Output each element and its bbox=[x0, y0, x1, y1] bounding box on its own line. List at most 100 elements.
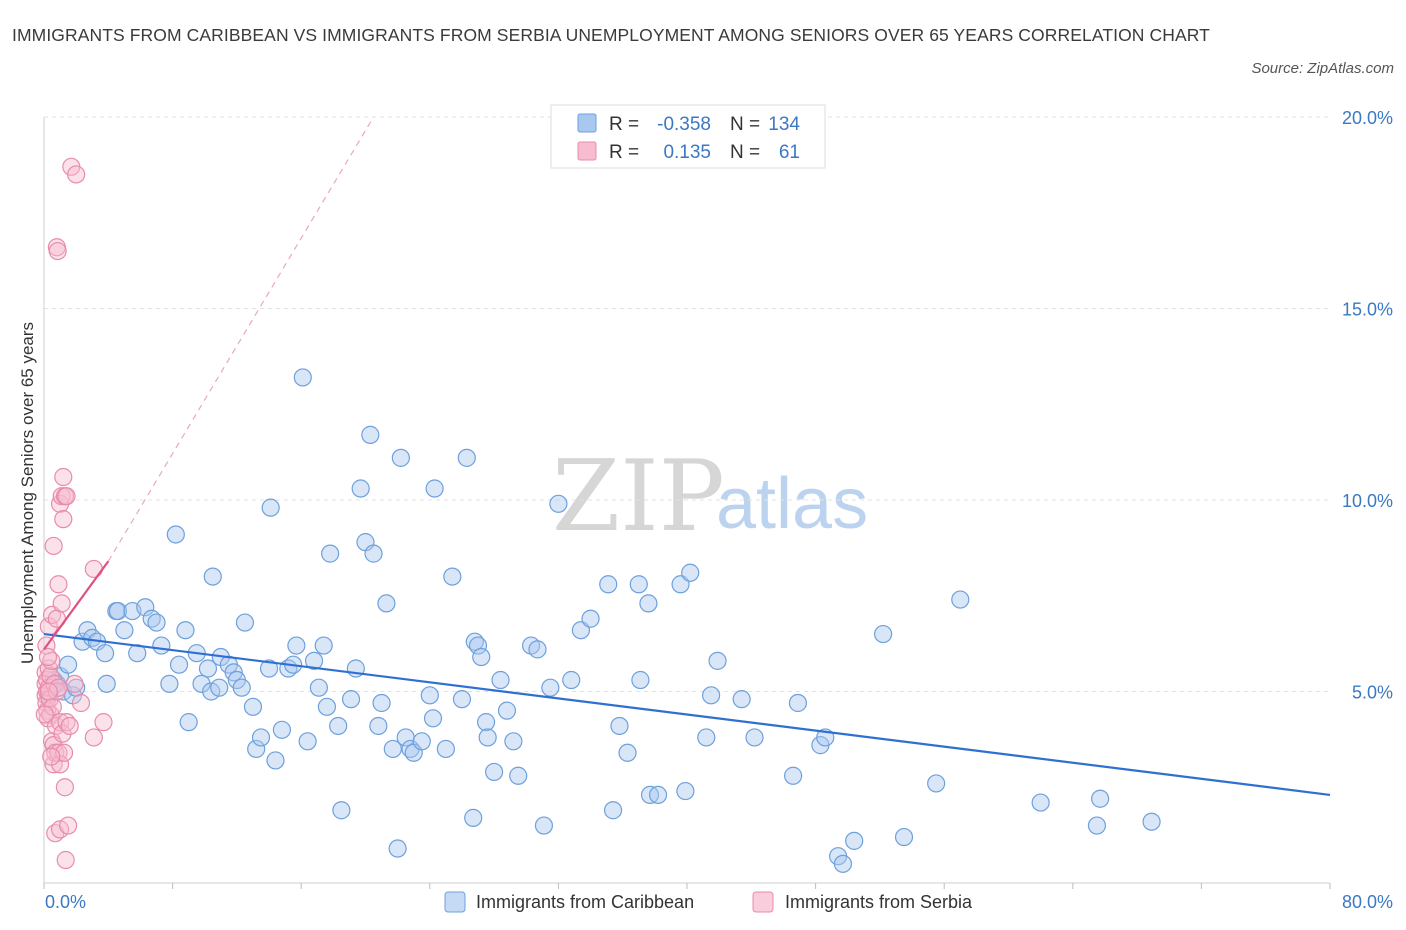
scatter-point bbox=[534, 816, 554, 835]
scatter-point bbox=[697, 728, 716, 747]
legend-r-label: R = bbox=[609, 114, 639, 135]
x-tick-label-min: 0.0% bbox=[45, 892, 86, 912]
scatter-point bbox=[391, 448, 410, 467]
scatter-point bbox=[845, 831, 864, 850]
scatter-point bbox=[179, 713, 198, 732]
scatter-point bbox=[618, 743, 637, 762]
scatter-point bbox=[425, 479, 444, 498]
scatter-point bbox=[49, 575, 68, 594]
scatter-point bbox=[581, 609, 600, 628]
scatter-point bbox=[562, 670, 581, 690]
scatter-point bbox=[788, 693, 808, 713]
scatter-point bbox=[39, 682, 58, 701]
x-axis-ticks bbox=[43, 883, 1331, 889]
scatter-point bbox=[361, 425, 380, 444]
scatter-point bbox=[732, 690, 751, 709]
trend-line-caribbean bbox=[43, 632, 1331, 797]
y-tick-label: 20.0% bbox=[1342, 108, 1393, 128]
source-note: Source: ZipAtlas.com bbox=[1251, 60, 1394, 77]
x-tick-label-max: 80.0% bbox=[1342, 892, 1393, 912]
trend-extension-serbia bbox=[107, 116, 375, 562]
scatter-point bbox=[136, 598, 155, 617]
scatter-point bbox=[67, 165, 86, 184]
bottom-legend-swatch-caribbean bbox=[444, 891, 466, 913]
y-tick-label: 15.0% bbox=[1342, 300, 1393, 320]
scatter-point bbox=[232, 678, 251, 697]
scatter-point bbox=[44, 536, 63, 556]
legend-n-value-serbia: 61 bbox=[779, 142, 800, 163]
scatter-point bbox=[166, 525, 185, 544]
scatter-point bbox=[84, 559, 103, 579]
scatter-point bbox=[147, 613, 166, 632]
scatter-point bbox=[97, 674, 116, 693]
scatter-point bbox=[94, 713, 113, 732]
scatter-point bbox=[468, 636, 488, 655]
scatter-point bbox=[54, 510, 73, 529]
scatter-point bbox=[50, 713, 70, 732]
scatter-point bbox=[115, 621, 134, 640]
scatter-point bbox=[42, 747, 61, 766]
legend-swatch-caribbean bbox=[577, 113, 597, 133]
scatter-point bbox=[169, 655, 189, 674]
scatter-point bbox=[53, 724, 72, 743]
scatter-point bbox=[351, 479, 370, 498]
scatter-point bbox=[261, 498, 280, 517]
scatter-point bbox=[95, 644, 115, 663]
gridlines bbox=[44, 116, 1330, 692]
scatter-point bbox=[59, 816, 78, 835]
scatter-point bbox=[317, 697, 337, 716]
scatter-point bbox=[610, 716, 629, 736]
scatter-point bbox=[472, 647, 491, 667]
scatter-point bbox=[491, 670, 510, 690]
scatter-point bbox=[247, 739, 266, 759]
scatter-point bbox=[599, 575, 618, 594]
scatter-point bbox=[377, 594, 396, 613]
scatter-point bbox=[84, 728, 103, 747]
scatter-point bbox=[436, 739, 455, 759]
chart-title: IMMIGRANTS FROM CARIBBEAN VS IMMIGRANTS … bbox=[12, 25, 1210, 45]
scatter-point bbox=[152, 636, 171, 655]
scatter-point bbox=[108, 601, 128, 621]
legend-box bbox=[550, 104, 826, 169]
scatter-point bbox=[497, 701, 517, 720]
y-tick-labels: 5.0% 10.0% 15.0% 20.0% bbox=[1342, 108, 1393, 703]
scatter-point bbox=[485, 762, 504, 782]
scatter-point bbox=[681, 563, 700, 582]
scatter-point bbox=[457, 448, 476, 467]
scatter-point bbox=[56, 850, 75, 870]
scatter-point bbox=[702, 686, 721, 705]
scatter-point bbox=[452, 690, 472, 709]
scatter-point bbox=[364, 544, 383, 563]
scatter-point bbox=[203, 567, 222, 586]
scatter-point bbox=[603, 801, 623, 820]
scatter-point bbox=[35, 705, 54, 724]
scatter-point bbox=[251, 728, 271, 747]
scatter-point bbox=[259, 659, 279, 678]
scatter-point bbox=[52, 594, 71, 613]
scatter-point bbox=[745, 728, 764, 747]
y-tick-label: 5.0% bbox=[1352, 683, 1393, 703]
scatter-point bbox=[176, 621, 195, 640]
watermark-zip: ZIP bbox=[552, 440, 725, 554]
series-legend: Immigrants from Caribbean Immigrants fro… bbox=[444, 891, 973, 913]
scatter-point bbox=[420, 686, 439, 705]
series-serbia bbox=[35, 157, 113, 870]
legend-r-value-caribbean: -0.358 bbox=[657, 114, 711, 135]
scatter-point bbox=[629, 575, 648, 594]
stats-legend: R = -0.358 N = 134 R = 0.135 N = 61 bbox=[550, 104, 826, 169]
scatter-point bbox=[65, 674, 84, 693]
scatter-point bbox=[192, 674, 211, 693]
legend-swatch-serbia bbox=[577, 141, 597, 161]
scatter-point bbox=[504, 732, 523, 751]
scatter-point bbox=[38, 647, 58, 667]
scatter-point bbox=[927, 774, 946, 793]
legend-n-value-caribbean: 134 bbox=[768, 114, 800, 135]
scatter-point bbox=[243, 697, 263, 716]
bottom-legend-label-serbia: Immigrants from Serbia bbox=[785, 892, 973, 912]
scatter-point bbox=[783, 766, 803, 785]
scatter-point bbox=[1087, 816, 1107, 835]
scatter-point bbox=[528, 640, 547, 659]
scatter-point bbox=[383, 739, 402, 759]
scatter-point bbox=[54, 467, 73, 487]
